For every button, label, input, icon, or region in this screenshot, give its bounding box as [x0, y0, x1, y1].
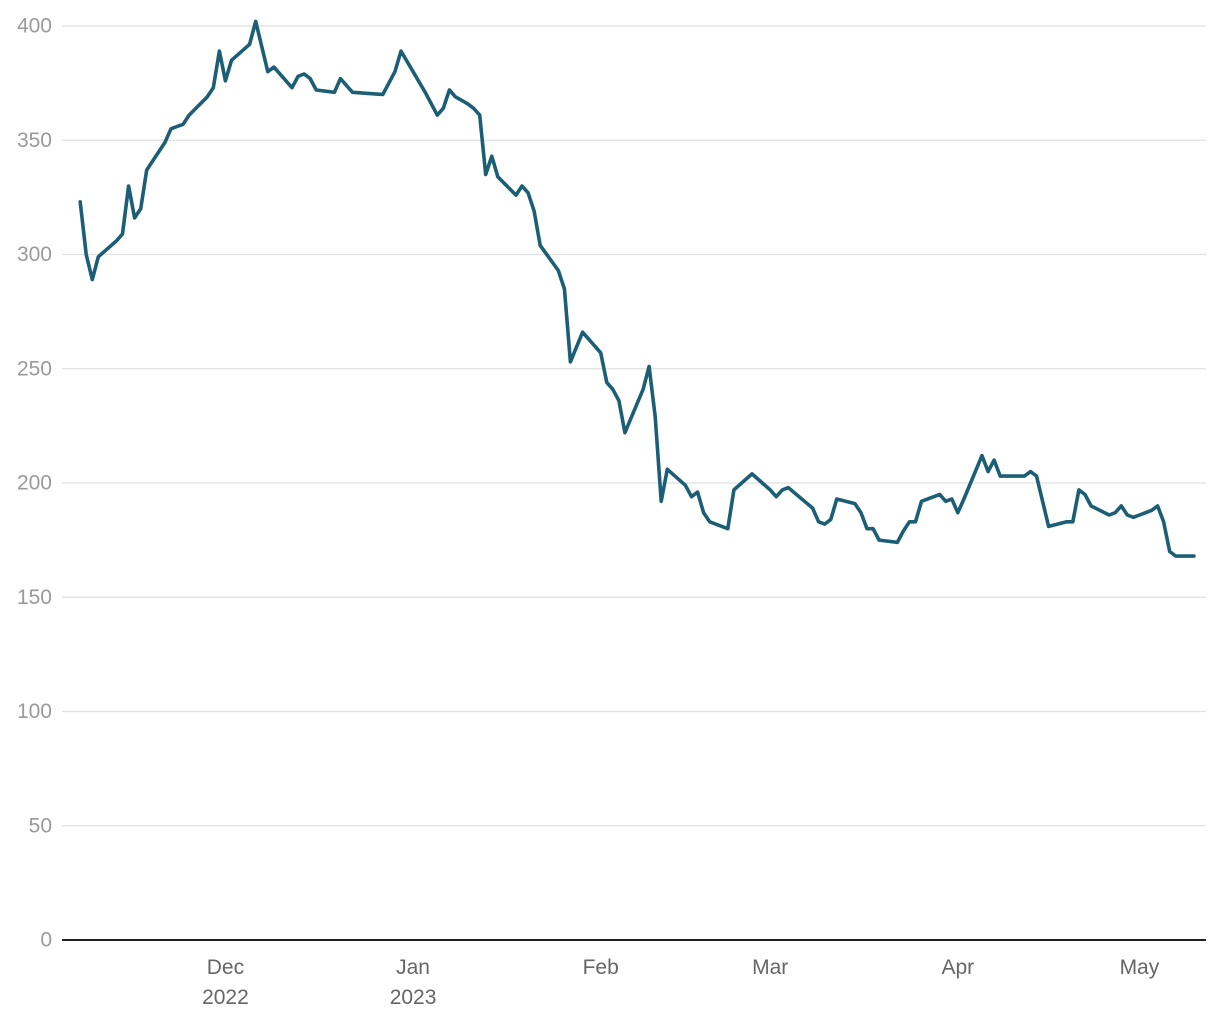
- y-tick-label: 300: [17, 243, 52, 266]
- x-tick-label: May: [1120, 956, 1160, 979]
- x-tick-label: Dec: [207, 956, 244, 979]
- y-tick-label: 250: [17, 357, 52, 380]
- y-tick-label: 350: [17, 129, 52, 152]
- gridlines: [62, 25, 1206, 827]
- series-line: [78, 19, 1196, 558]
- x-tick-label: Mar: [752, 956, 788, 979]
- y-tick-label: 400: [17, 15, 52, 38]
- y-tick-label: 200: [17, 472, 52, 495]
- y-tick-label: 150: [17, 586, 52, 609]
- x-tick-label: Feb: [583, 956, 619, 979]
- y-axis-tick-labels: 0 50 100 150 200 250 300 350 400: [17, 15, 52, 952]
- series-layer: [78, 19, 1196, 558]
- x-tick-label: Jan: [396, 956, 430, 979]
- x-tick-year-label: 2022: [202, 986, 249, 1009]
- x-axis-tick-labels: Dec 2022 Jan 2023 Feb Mar Apr May: [202, 956, 1160, 1009]
- x-tick-label: Apr: [941, 956, 974, 979]
- x-tick-year-label: 2023: [390, 986, 437, 1009]
- y-tick-label: 50: [29, 814, 52, 837]
- y-tick-label: 0: [40, 929, 52, 952]
- y-tick-label: 100: [17, 700, 52, 723]
